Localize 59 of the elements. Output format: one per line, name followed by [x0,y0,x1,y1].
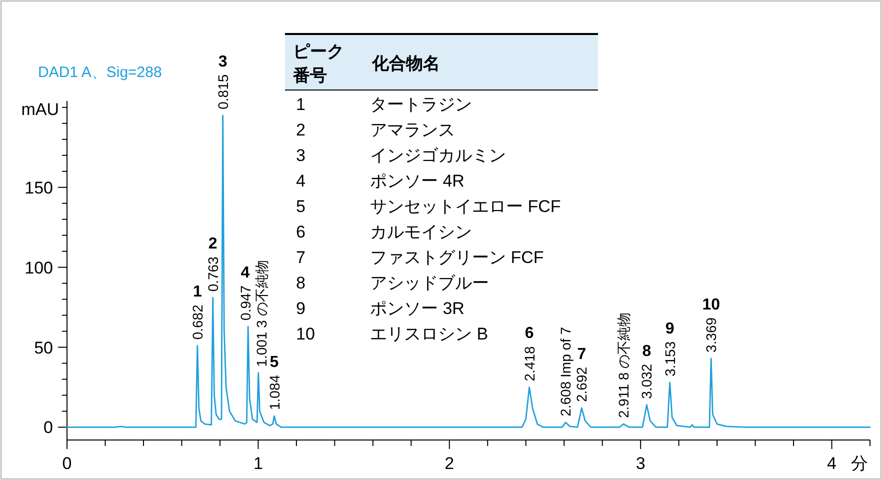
annotation: 4 [240,264,250,282]
chart-subtitle: DAD1 A、Sig=288 [38,64,162,81]
x-axis-title: 分 [851,454,868,473]
annotation: 3 [296,146,306,165]
annotation: 0.763 [204,256,221,292]
annotation: 3 [218,53,228,70]
annotation: 8 [642,342,652,360]
y-axis-title: mAU [21,100,59,119]
annotation: 1 [296,95,306,114]
y-tick-label: 150 [24,178,53,198]
annotation: 6 [524,325,534,342]
annotation: 0.815 [214,74,231,110]
annotation: 5 [270,354,279,371]
annotation: 3.153 [662,341,678,376]
annotation: 2 [296,120,306,140]
annotation: エリスロシン B [370,324,488,344]
annotation: 4 [296,172,306,190]
x-tick-label: 0 [62,454,72,473]
x-tick-label: 1 [253,454,263,473]
annotation: インジゴカルミン [370,146,506,165]
annotation: 1.001 3 の不純物 [253,260,270,367]
text: 番号 [292,66,327,85]
annotation: サンセットイエロー FCF [370,197,561,216]
x-tick-label: 4 [827,454,836,473]
text: ピーク [293,42,344,61]
annotation: 7 [577,346,586,363]
annotation: 2.692 [574,366,590,402]
line-series [66,114,871,428]
annotation: 3.032 [638,364,655,399]
annotation: 1.084 [266,374,282,410]
annotation: 9 [296,299,306,318]
annotation: アシッドブルー [370,274,489,292]
annotation: 2.911 8 の不純物 [616,312,632,418]
y-tick-label: 0 [44,418,53,438]
annotation: 7 [296,248,306,267]
annotation: タートラジン [370,95,472,114]
annotation: 2.608 Imp of 7 [558,326,574,416]
annotation: ポンソー 3R [370,299,464,318]
annotation: 5 [296,197,306,216]
annotation: 0.947 [237,285,254,320]
annotation: 2.418 [521,346,538,382]
y-tick-label: 100 [24,258,53,278]
annotation: 2 [208,236,218,253]
annotation: カルモイシン [370,222,472,242]
annotation: ファストグリーン FCF [370,248,544,267]
text: 化合物名 [371,54,440,73]
annotation: 6 [296,222,306,242]
annotation: 1 [192,284,202,301]
annotation: 3.369 [703,317,720,352]
annotation: 10 [702,296,720,314]
y-tick-label: 50 [34,338,53,358]
annotation: アマランス [370,120,455,140]
annotation: 9 [665,320,674,338]
x-tick-label: 2 [444,454,454,473]
x-tick-label: 3 [636,454,646,473]
annotation: 10 [296,324,315,344]
annotation: 8 [296,274,306,292]
annotation: ポンソー 4R [370,172,464,190]
annotation: 0.682 [189,304,206,340]
